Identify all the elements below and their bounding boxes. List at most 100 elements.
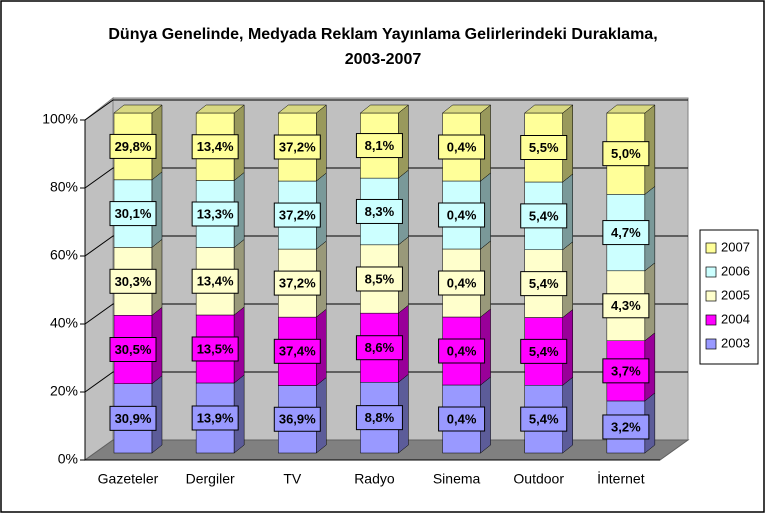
legend-swatch — [705, 314, 717, 326]
label-box — [438, 134, 486, 160]
label-box — [273, 338, 321, 364]
grid-line — [84, 235, 688, 257]
label-box — [191, 134, 239, 160]
legend-label: 2006 — [721, 263, 750, 278]
data-label: 36,9% — [279, 412, 316, 427]
label-box — [602, 358, 650, 384]
data-label: 0,4% — [447, 275, 477, 290]
data-label: 5,5% — [529, 140, 559, 155]
data-label: 30,5% — [115, 342, 152, 357]
label-box — [191, 405, 239, 431]
label-box — [355, 405, 403, 431]
grid-line — [84, 303, 688, 325]
data-label: 5,0% — [611, 146, 641, 161]
x-tick-label: Sinema — [433, 471, 481, 487]
data-label: 29,8% — [115, 139, 152, 154]
data-label: 30,9% — [115, 411, 152, 426]
label-box — [191, 201, 239, 227]
data-label: 0,4% — [447, 343, 477, 358]
data-label: 13,4% — [197, 274, 234, 289]
data-label: 0,4% — [447, 139, 477, 154]
label-box — [109, 268, 157, 294]
data-label: 3,7% — [611, 363, 641, 378]
x-tick-label: TV — [283, 471, 302, 487]
grid-line — [84, 99, 688, 121]
label-box — [191, 336, 239, 362]
label-box — [602, 414, 650, 440]
label-box — [355, 266, 403, 292]
x-tick-label: İnternet — [597, 470, 645, 487]
label-box — [355, 133, 403, 159]
data-label: 13,4% — [197, 139, 234, 154]
label-box — [109, 133, 157, 159]
label-box — [191, 268, 239, 294]
data-label: 5,4% — [529, 344, 559, 359]
legend-swatch — [705, 338, 717, 350]
data-label: 8,3% — [365, 204, 395, 219]
label-box — [109, 201, 157, 227]
data-label: 37,2% — [279, 139, 316, 154]
label-box — [109, 405, 157, 431]
label-box — [520, 203, 568, 229]
label-box — [602, 293, 650, 319]
bar-top — [524, 104, 574, 114]
label-box — [520, 135, 568, 161]
data-label: 5,4% — [529, 276, 559, 291]
label-box — [109, 336, 157, 362]
legend-label: 2005 — [721, 287, 750, 302]
legend-swatch — [705, 242, 717, 254]
label-box — [273, 134, 321, 160]
label-box — [520, 271, 568, 297]
label-box — [355, 335, 403, 361]
label-box — [355, 198, 403, 224]
data-label: 8,5% — [365, 271, 395, 286]
grid-line — [84, 371, 688, 393]
data-label: 30,1% — [115, 206, 152, 221]
data-label: 3,2% — [611, 419, 641, 434]
legend-swatch — [705, 266, 717, 278]
data-label: 8,8% — [365, 410, 395, 425]
data-label: 8,1% — [365, 138, 395, 153]
label-box — [438, 202, 486, 228]
bar-top — [441, 104, 492, 114]
y-tick-label: 0% — [58, 451, 78, 467]
data-label: 5,4% — [529, 208, 559, 223]
label-box — [438, 270, 486, 296]
data-label: 13,3% — [197, 206, 234, 221]
label-box — [520, 338, 568, 364]
data-label: 13,5% — [197, 341, 234, 356]
data-label: 13,9% — [197, 410, 234, 425]
bar-top — [277, 104, 327, 114]
legend-label: 2007 — [721, 239, 750, 254]
label-box — [273, 406, 321, 432]
data-label: 8,6% — [365, 340, 395, 355]
y-tick-label: 60% — [50, 247, 78, 263]
data-label: 0,4% — [447, 207, 477, 222]
label-box — [273, 270, 321, 296]
data-label: 4,3% — [611, 298, 641, 313]
data-label: 37,4% — [279, 344, 316, 359]
y-tick-label: 100% — [42, 111, 78, 127]
chart-title: Dünya Genelinde, Medyada Reklam Yayınlam… — [108, 26, 658, 68]
label-box — [438, 406, 486, 432]
data-label: 37,2% — [279, 207, 316, 222]
bar-top — [113, 104, 163, 114]
legend-label: 2004 — [721, 311, 750, 326]
grid-line — [84, 167, 688, 189]
x-tick-label: Outdoor — [513, 471, 564, 487]
y-tick-label: 20% — [50, 383, 78, 399]
x-tick-label: Gazeteler — [98, 471, 159, 487]
bar-top — [195, 104, 245, 114]
side-wall — [84, 96, 114, 461]
legend-label: 2003 — [721, 335, 750, 350]
label-box — [602, 141, 650, 167]
data-label: 5,4% — [529, 412, 559, 427]
legend-swatch — [705, 290, 717, 302]
data-label: 37,2% — [279, 276, 316, 291]
bar-top — [606, 104, 656, 114]
bar-top — [359, 104, 410, 114]
label-box — [602, 220, 650, 246]
y-tick-label: 80% — [50, 179, 78, 195]
